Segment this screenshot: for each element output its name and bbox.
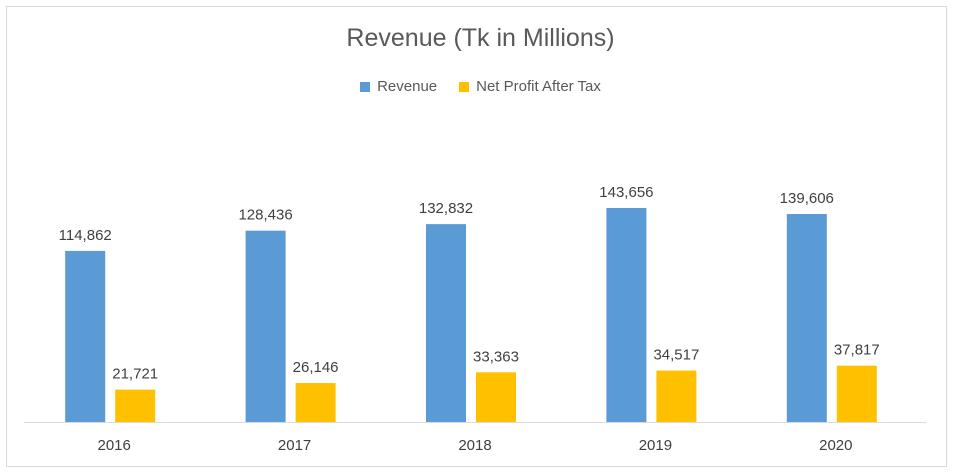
data-label-revenue-2017: 128,436 <box>238 207 292 224</box>
bar-revenue-2016 <box>65 250 106 422</box>
data-label-revenue-2020: 139,606 <box>780 190 834 207</box>
data-label-net-profit-2020: 37,817 <box>834 342 880 359</box>
bar-revenue-2018 <box>426 224 466 422</box>
x-tick-label-2018: 2018 <box>458 437 491 454</box>
legend-swatch-net-profit <box>459 81 470 92</box>
legend-swatch-revenue <box>360 81 371 92</box>
x-tick-label-2017: 2017 <box>278 437 311 454</box>
data-label-net-profit-2018: 33,363 <box>473 348 519 365</box>
bar-net-profit-2017 <box>295 383 336 422</box>
legend-label-revenue: Revenue <box>377 78 438 95</box>
data-label-revenue-2016: 114,862 <box>59 227 112 244</box>
data-label-revenue-2019: 143,656 <box>599 184 653 201</box>
legend-item-revenue: Revenue <box>360 78 437 95</box>
legend-item-net-profit: Net Profit After Tax <box>459 78 601 95</box>
legend: Revenue Net Profit After Tax <box>0 78 961 95</box>
bar-revenue-2020 <box>786 214 827 422</box>
bar-net-profit-2019 <box>656 370 697 422</box>
x-tick-label-2016: 2016 <box>98 437 131 454</box>
bar-net-profit-2016 <box>115 389 156 422</box>
bar-net-profit-2020 <box>836 365 877 422</box>
chart-title: Revenue (Tk in Millions) <box>346 24 615 52</box>
data-label-net-profit-2016: 21,721 <box>112 366 158 383</box>
bar-revenue-2017 <box>245 230 286 422</box>
x-tick-label-2020: 2020 <box>819 437 852 454</box>
x-tick-label-2019: 2019 <box>639 437 672 454</box>
data-label-net-profit-2019: 34,517 <box>653 347 699 364</box>
bar-net-profit-2018 <box>476 372 516 422</box>
legend-label-net-profit: Net Profit After Tax <box>476 78 601 95</box>
data-label-net-profit-2017: 26,146 <box>293 359 339 376</box>
data-label-revenue-2018: 132,832 <box>419 200 473 217</box>
bar-revenue-2019 <box>606 208 647 422</box>
